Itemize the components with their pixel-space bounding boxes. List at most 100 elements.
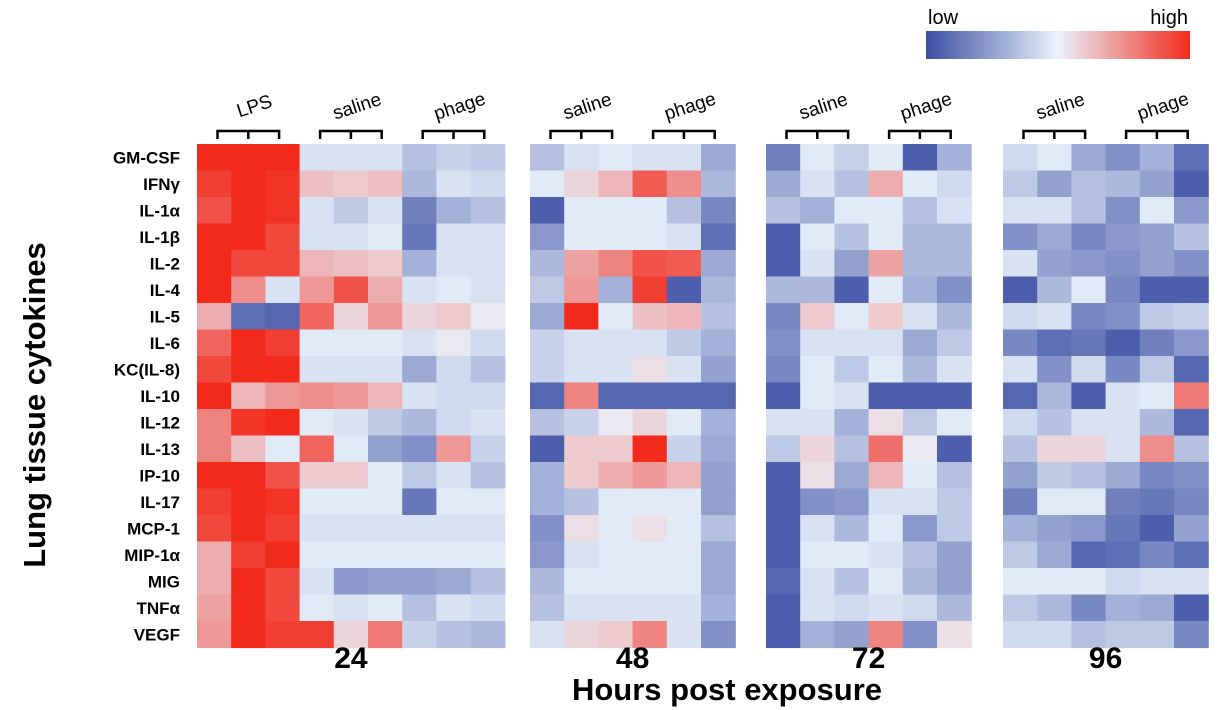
cell-96-r7-c0 [1003, 329, 1038, 357]
cell-96-r1-c3 [1105, 170, 1141, 198]
cell-48-r5-c3 [632, 276, 668, 304]
cell-72-r9-c4 [902, 382, 938, 410]
cell-72-r14-c0 [766, 515, 801, 543]
cell-48-r0-c2 [598, 144, 634, 172]
group-label-72-1: phage [898, 89, 955, 125]
cell-24-r2-c3 [299, 197, 335, 225]
cell-24-r17-c1 [231, 594, 266, 622]
cell-24-r5-c6 [402, 276, 437, 304]
cell-72-r5-c2 [834, 276, 870, 304]
cell-96-r17-c5 [1174, 594, 1209, 622]
cell-24-r16-c2 [265, 568, 301, 596]
cell-48-r3-c2 [598, 223, 634, 251]
cell-24-r12-c0 [197, 462, 232, 490]
cell-96-r2-c3 [1105, 197, 1141, 225]
cell-48-r11-c3 [632, 435, 668, 463]
cell-72-r1-c1 [800, 170, 835, 198]
cell-48-r11-c4 [666, 435, 702, 463]
cell-24-r4-c7 [436, 250, 472, 278]
cell-96-r9-c2 [1071, 382, 1107, 410]
cell-96-r8-c1 [1037, 356, 1072, 384]
cell-72-r7-c5 [937, 329, 972, 357]
cell-72-r3-c1 [800, 223, 835, 251]
cell-96-r16-c5 [1174, 568, 1209, 596]
cell-48-r7-c3 [632, 329, 668, 357]
cell-72-r14-c2 [834, 515, 870, 543]
cell-96-r14-c4 [1139, 515, 1175, 543]
cell-24-r14-c0 [197, 515, 232, 543]
cell-96-r3-c4 [1139, 223, 1175, 251]
row-label-14: MCP-1 [127, 519, 180, 538]
cell-48-r14-c5 [701, 515, 736, 543]
cell-48-r4-c4 [666, 250, 702, 278]
group-label-96-1: phage [1135, 89, 1192, 125]
cell-72-r7-c4 [902, 329, 938, 357]
group-label-24-1: saline [330, 89, 384, 124]
cell-24-r1-c3 [299, 170, 335, 198]
cell-48-r13-c0 [530, 488, 565, 516]
cell-96-r4-c5 [1174, 250, 1209, 278]
cell-24-r3-c5 [368, 223, 403, 251]
cell-96-r16-c3 [1105, 568, 1141, 596]
cell-24-r7-c1 [231, 329, 266, 357]
cell-24-r13-c6 [402, 488, 437, 516]
cell-96-r13-c2 [1071, 488, 1107, 516]
cell-24-r8-c7 [436, 356, 472, 384]
cell-96-r1-c0 [1003, 170, 1038, 198]
cell-96-r2-c5 [1174, 197, 1209, 225]
cell-96-r11-c4 [1139, 435, 1175, 463]
cell-72-r6-c0 [766, 303, 801, 331]
cell-48-r6-c2 [598, 303, 634, 331]
cell-72-r5-c4 [902, 276, 938, 304]
cell-24-r1-c7 [436, 170, 472, 198]
cell-48-r11-c0 [530, 435, 565, 463]
cell-96-r16-c0 [1003, 568, 1038, 596]
row-label-17: TNFα [137, 599, 181, 618]
cell-96-r4-c2 [1071, 250, 1107, 278]
cell-24-r12-c1 [231, 462, 266, 490]
cell-96-r16-c2 [1071, 568, 1107, 596]
cell-24-r10-c3 [299, 409, 335, 437]
cell-48-r18-c5 [701, 621, 736, 649]
cell-96-r16-c4 [1139, 568, 1175, 596]
cell-72-r1-c0 [766, 170, 801, 198]
cell-24-r13-c1 [231, 488, 266, 516]
cell-24-r11-c4 [333, 435, 369, 463]
cell-48-r0-c0 [530, 144, 565, 172]
cell-24-r8-c2 [265, 356, 301, 384]
cell-48-r16-c1 [564, 568, 599, 596]
cell-48-r5-c4 [666, 276, 702, 304]
cell-48-r17-c1 [564, 594, 599, 622]
cell-24-r12-c5 [368, 462, 403, 490]
cell-96-r13-c3 [1105, 488, 1141, 516]
cell-24-r5-c2 [265, 276, 301, 304]
cell-24-r7-c7 [436, 329, 472, 357]
cell-96-r11-c0 [1003, 435, 1038, 463]
cell-48-r17-c0 [530, 594, 565, 622]
cell-72-r16-c3 [868, 568, 904, 596]
cell-24-r13-c4 [333, 488, 369, 516]
cell-24-r8-c1 [231, 356, 266, 384]
cell-48-r17-c5 [701, 594, 736, 622]
cell-24-r9-c1 [231, 382, 266, 410]
cell-24-r3-c7 [436, 223, 472, 251]
cell-96-r17-c3 [1105, 594, 1141, 622]
group-bracket-72-0 [785, 129, 850, 139]
cell-96-r6-c5 [1174, 303, 1209, 331]
cell-72-r7-c3 [868, 329, 904, 357]
cell-72-r14-c4 [902, 515, 938, 543]
cell-24-r7-c3 [299, 329, 335, 357]
cell-96-r13-c1 [1037, 488, 1072, 516]
cell-48-r8-c0 [530, 356, 565, 384]
cell-72-r7-c2 [834, 329, 870, 357]
cell-72-r6-c1 [800, 303, 835, 331]
cell-72-r12-c4 [902, 462, 938, 490]
cell-96-r1-c1 [1037, 170, 1072, 198]
cell-96-r17-c2 [1071, 594, 1107, 622]
cell-72-r15-c3 [868, 541, 904, 569]
cell-48-r10-c1 [564, 409, 599, 437]
cell-72-r5-c3 [868, 276, 904, 304]
cell-96-r18-c4 [1139, 621, 1175, 649]
row-label-4: IL-2 [150, 254, 180, 273]
cell-72-r18-c4 [902, 621, 938, 649]
